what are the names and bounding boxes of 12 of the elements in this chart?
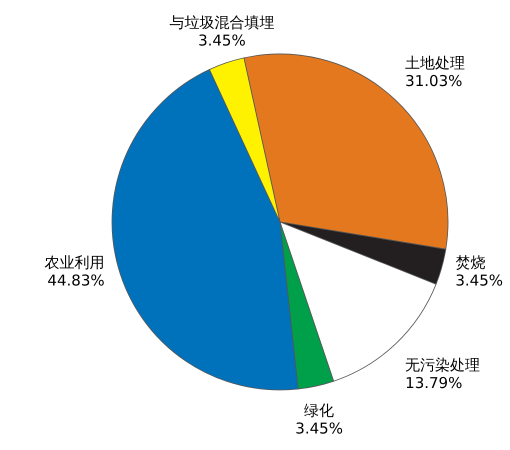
data-label: 3.45% bbox=[295, 420, 343, 438]
slice-label: 绿化 bbox=[304, 402, 334, 420]
data-label: 44.83% bbox=[47, 272, 105, 290]
slice-label: 焚烧 bbox=[455, 254, 486, 272]
slice-label: 与垃圾混合填埋 bbox=[169, 14, 274, 32]
slice-label: 无污染处理 bbox=[405, 356, 480, 374]
data-label: 3.45% bbox=[198, 32, 246, 50]
slice-label: 土地处理 bbox=[405, 54, 466, 72]
data-label: 3.45% bbox=[455, 272, 504, 290]
data-label: 31.03% bbox=[405, 72, 462, 90]
slice-label: 农业利用 bbox=[44, 254, 105, 272]
data-label: 13.79% bbox=[405, 374, 462, 392]
